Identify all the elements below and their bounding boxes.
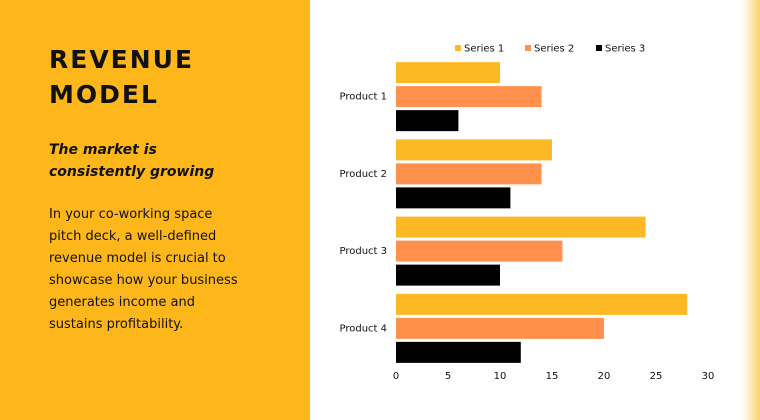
body-line: pitch deck, a well-defined — [49, 229, 217, 244]
x-tick-label: 20 — [598, 371, 611, 382]
x-tick-label: 0 — [393, 371, 399, 382]
x-tick-label: 30 — [702, 371, 715, 382]
slide-title: REVENUE MODEL — [49, 42, 194, 112]
bar — [396, 86, 542, 108]
bar — [396, 216, 646, 238]
legend-swatch — [596, 45, 602, 51]
bar — [396, 163, 542, 185]
y-tick-label: Product 1 — [339, 92, 387, 103]
body-text: In your co-working space pitch deck, a w… — [49, 204, 238, 336]
bar — [396, 341, 521, 363]
y-tick-label: Product 4 — [339, 323, 387, 334]
body-line: sustains profitability. — [49, 317, 184, 332]
body-line: revenue model is crucial to — [49, 251, 226, 266]
y-tick-label: Product 2 — [339, 169, 387, 180]
edge-strip — [742, 0, 760, 420]
title-line: MODEL — [49, 80, 159, 109]
x-tick-label: 25 — [650, 371, 663, 382]
bar — [396, 110, 459, 132]
y-tick-label: Product 3 — [339, 246, 387, 257]
legend-label: Series 1 — [464, 44, 504, 55]
subtitle-line: The market is — [49, 142, 157, 158]
body-line: showcase how your business — [49, 273, 238, 288]
bar — [396, 187, 511, 209]
bar — [396, 62, 500, 84]
bar — [396, 293, 688, 315]
legend-label: Series 2 — [534, 44, 574, 55]
title-line: REVENUE — [49, 45, 195, 74]
bar — [396, 139, 552, 161]
left-panel — [0, 0, 310, 420]
legend-swatch — [455, 45, 461, 51]
legend-swatch — [525, 45, 531, 51]
body-line: In your co-working space — [49, 207, 213, 222]
x-tick-label: 5 — [445, 371, 451, 382]
legend-label: Series 3 — [605, 44, 645, 55]
x-tick-label: 10 — [494, 371, 507, 382]
subtitle-line: consistently growing — [49, 164, 215, 180]
subtitle: The market is consistently growing — [49, 139, 214, 183]
bar — [396, 264, 500, 286]
bar — [396, 240, 563, 262]
body-line: generates income and — [49, 295, 196, 310]
x-tick-label: 15 — [546, 371, 559, 382]
bar — [396, 317, 604, 339]
